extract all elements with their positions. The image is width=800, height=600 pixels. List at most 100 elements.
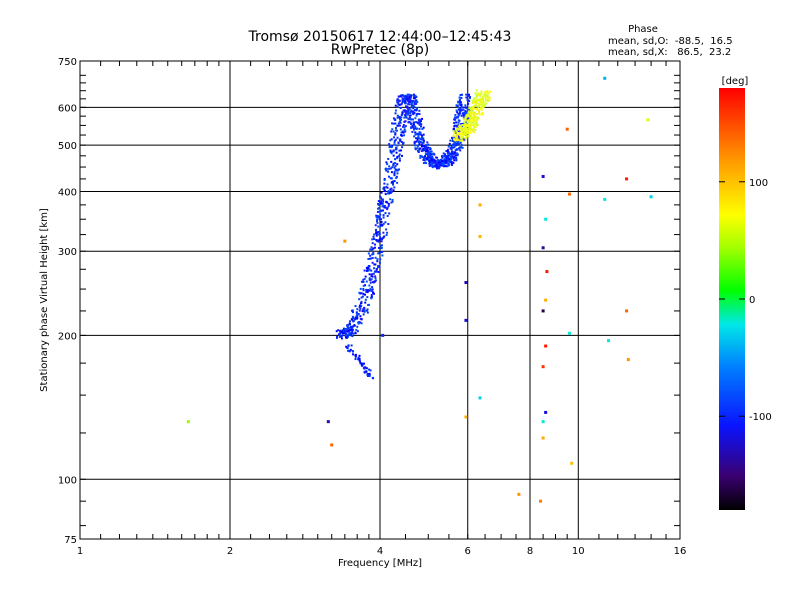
- echo-point: [481, 99, 484, 102]
- echo-point: [380, 223, 383, 226]
- echo-point: [353, 324, 356, 327]
- echo-point: [437, 161, 440, 164]
- echo-point: [475, 116, 478, 119]
- echo-point: [341, 329, 344, 332]
- plot-frame: [79, 60, 681, 540]
- echo-point: [441, 160, 444, 163]
- echo-point: [457, 108, 460, 111]
- echo-point: [404, 96, 407, 99]
- echo-point: [455, 129, 458, 132]
- echo-point: [427, 151, 430, 154]
- echo-point: [381, 333, 385, 337]
- echo-point: [448, 158, 451, 161]
- echo-point: [348, 330, 351, 333]
- echo-point: [453, 156, 456, 159]
- echo-point: [389, 198, 392, 201]
- echo-point: [397, 98, 400, 101]
- echo-point: [400, 95, 403, 98]
- echo-point: [362, 280, 365, 283]
- echo-point: [396, 157, 399, 160]
- echo-point: [452, 161, 455, 164]
- echo-point: [425, 147, 428, 150]
- echo-point: [454, 113, 457, 116]
- echo-point: [400, 134, 403, 137]
- echo-point: [646, 118, 650, 122]
- echo-point: [409, 114, 412, 117]
- echo-point: [411, 104, 414, 107]
- echo-point: [428, 160, 431, 163]
- echo-point: [567, 192, 571, 196]
- echo-point: [467, 123, 470, 126]
- echo-point: [377, 225, 380, 228]
- echo-point: [382, 216, 385, 219]
- echo-point: [472, 112, 475, 115]
- echo-point: [371, 273, 374, 276]
- echo-point: [351, 311, 354, 314]
- echo-point: [374, 279, 377, 282]
- echo-point: [465, 126, 468, 129]
- echo-point: [362, 362, 365, 365]
- echo-point: [398, 99, 401, 102]
- echo-point: [626, 358, 630, 362]
- echo-point: [455, 104, 458, 107]
- echo-point: [368, 284, 371, 287]
- echo-point: [434, 161, 437, 164]
- echo-point: [470, 107, 473, 110]
- echo-point: [346, 347, 349, 350]
- echo-point: [480, 102, 483, 105]
- echo-point: [461, 130, 464, 133]
- echo-point: [417, 141, 420, 144]
- echo-point: [374, 270, 377, 273]
- echo-point: [433, 165, 436, 168]
- echo-point: [414, 117, 417, 120]
- x-tick-label: 8: [527, 546, 533, 557]
- echo-point: [464, 110, 467, 113]
- echo-point: [398, 168, 401, 171]
- echo-point: [488, 99, 491, 102]
- echo-point: [381, 209, 384, 212]
- echo-point: [403, 128, 406, 131]
- echo-point: [415, 121, 418, 124]
- echo-point: [464, 116, 467, 119]
- echo-point: [397, 122, 400, 125]
- echo-point: [405, 94, 408, 97]
- echo-point: [412, 123, 415, 126]
- echo-point: [416, 112, 419, 115]
- echo-point: [467, 117, 470, 120]
- echo-point: [458, 125, 461, 128]
- echo-point: [450, 163, 453, 166]
- echo-point: [378, 210, 381, 213]
- echo-point: [473, 131, 476, 134]
- echo-point: [479, 108, 482, 111]
- echo-point: [463, 138, 466, 141]
- echo-point: [471, 118, 474, 121]
- echo-point: [545, 270, 549, 274]
- echo-point: [423, 159, 426, 162]
- echo-point: [347, 349, 350, 352]
- echo-point: [394, 138, 397, 141]
- echo-point: [457, 119, 460, 122]
- echo-point: [482, 96, 485, 99]
- echo-point: [345, 333, 348, 336]
- echo-point: [463, 111, 466, 114]
- echo-point: [454, 149, 457, 152]
- echo-point: [469, 131, 472, 134]
- echo-point: [345, 334, 348, 337]
- echo-point: [460, 137, 463, 140]
- echo-point: [369, 254, 372, 257]
- echo-point: [464, 104, 467, 107]
- colorbar-label: [deg]: [722, 76, 749, 87]
- echo-point: [360, 322, 363, 325]
- echo-point: [417, 151, 420, 154]
- echo-point: [461, 139, 464, 142]
- echo-point: [398, 157, 401, 160]
- grid-lines: [80, 61, 680, 539]
- echo-point: [391, 166, 394, 169]
- echo-point: [459, 129, 462, 132]
- echo-point: [383, 182, 386, 185]
- echo-point: [444, 158, 447, 161]
- echo-point: [470, 110, 473, 113]
- echo-point: [424, 155, 427, 158]
- echo-point: [374, 275, 377, 278]
- echo-point: [383, 189, 386, 192]
